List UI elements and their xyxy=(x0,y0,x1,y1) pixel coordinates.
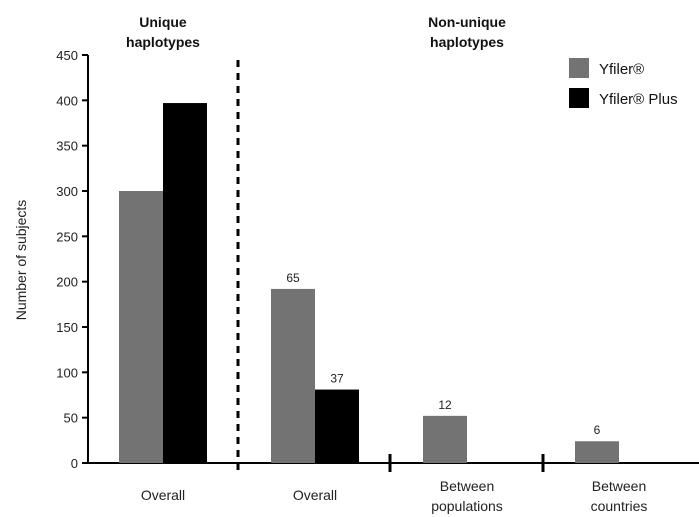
y-tick-label: 250 xyxy=(56,229,78,244)
bar-yfiler xyxy=(575,441,619,463)
group-title: Unique haplotypes xyxy=(126,14,200,50)
bar-yfiler-plus xyxy=(163,103,207,463)
category-label-line: countries xyxy=(591,498,648,514)
y-tick-label: 150 xyxy=(56,320,78,335)
category-label: Overall xyxy=(141,487,185,503)
legend-swatch xyxy=(569,58,589,78)
y-tick-label: 0 xyxy=(71,456,78,471)
group-title-line: haplotypes xyxy=(126,34,200,50)
legend-swatch xyxy=(569,88,589,108)
legend-label: Yfiler® Plus xyxy=(599,91,678,108)
bar-yfiler-plus xyxy=(315,389,359,463)
y-axis-title-group: Number of subjects xyxy=(13,200,29,321)
category-labels: Overall Overall Between populations Between c… xyxy=(141,478,648,514)
y-tick-label: 200 xyxy=(56,275,78,290)
group-title-line: Unique xyxy=(139,14,187,30)
bar-yfiler xyxy=(119,191,163,463)
category-label-line: Overall xyxy=(141,487,185,503)
y-tick-label: 50 xyxy=(64,411,78,426)
category-label-line: Between xyxy=(592,478,646,494)
y-tick-label: 400 xyxy=(56,93,78,108)
y-tick-label: 300 xyxy=(56,184,78,199)
category-label: Between countries xyxy=(591,478,648,514)
category-label: Between populations xyxy=(431,478,503,514)
data-label: 65 xyxy=(286,271,300,285)
group-title-line: Non-unique xyxy=(428,14,506,30)
bar-yfiler xyxy=(423,415,467,463)
category-label-line: populations xyxy=(431,498,503,514)
category-label-line: Between xyxy=(440,478,494,494)
data-labels: 65 37 12 6 xyxy=(286,271,600,437)
data-label: 12 xyxy=(438,398,452,412)
y-tick-label: 450 xyxy=(56,48,78,63)
y-tick-label: 350 xyxy=(56,139,78,154)
y-tick-label: 100 xyxy=(56,365,78,380)
y-axis-title: Number of subjects xyxy=(13,200,29,321)
group-titles: Unique haplotypes Non-unique haplotypes xyxy=(126,14,506,50)
legend-label: Yfiler® xyxy=(599,61,644,78)
category-label: Overall xyxy=(293,487,337,503)
group-title-line: haplotypes xyxy=(430,34,504,50)
group-title: Non-unique haplotypes xyxy=(428,14,506,50)
bar-yfiler xyxy=(271,288,315,463)
bars xyxy=(119,103,619,463)
category-label-line: Overall xyxy=(293,487,337,503)
data-label: 6 xyxy=(594,423,601,437)
legend: Yfiler® Yfiler® Plus xyxy=(569,58,678,108)
data-label: 37 xyxy=(330,372,344,386)
